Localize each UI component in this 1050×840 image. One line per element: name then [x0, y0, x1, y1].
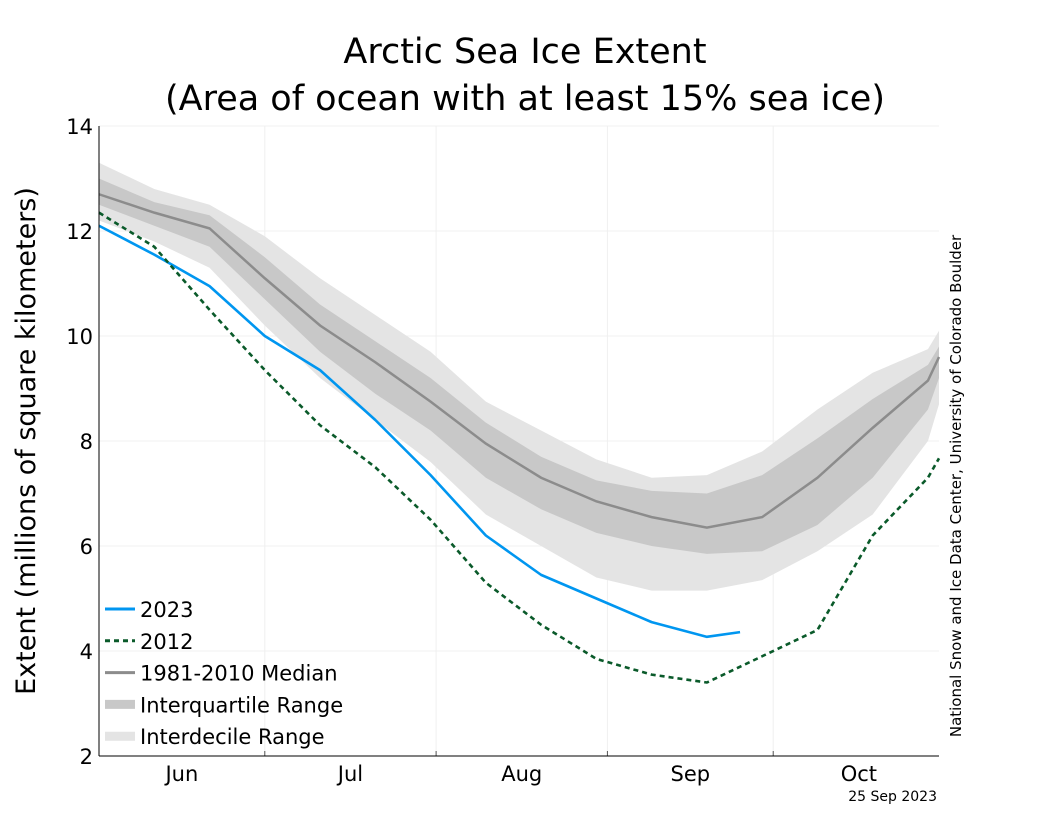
legend-label: Interquartile Range [140, 693, 343, 717]
interdecile-band [99, 162, 939, 591]
interquartile-band [99, 178, 939, 554]
x-tick-label: Jun [163, 762, 198, 786]
series-line-2012 [98, 211, 941, 684]
y-tick-label: 8 [80, 430, 93, 454]
x-tick-label: Oct [841, 762, 877, 786]
legend-label: 2012 [140, 630, 193, 654]
y-tick-label: 6 [80, 535, 93, 559]
chart-title-line1: Arctic Sea Ice Extent [343, 32, 706, 72]
y-axis-label: Extent (millions of square kilometers) [11, 187, 42, 695]
legend-label: Interdecile Range [140, 725, 325, 749]
median-line [98, 193, 941, 529]
legend-label: 2023 [140, 598, 193, 622]
y-tick-label: 4 [80, 640, 93, 664]
chart-title-line2: (Area of ocean with at least 15% sea ice… [165, 79, 885, 119]
y-tick-label: 2 [80, 745, 93, 769]
x-tick-label: Aug [501, 762, 542, 786]
series-line-2023 [98, 224, 741, 639]
y-tick-label: 12 [66, 220, 93, 244]
x-tick-label: Jul [336, 762, 363, 786]
date-stamp: 25 Sep 2023 [848, 789, 937, 805]
legend-label: 1981-2010 Median [140, 662, 338, 686]
y-tick-label: 10 [66, 325, 93, 349]
x-tick-label: Sep [671, 762, 711, 786]
y-tick-label: 14 [66, 115, 93, 139]
credit-text: National Snow and Ice Data Center, Unive… [947, 234, 965, 737]
